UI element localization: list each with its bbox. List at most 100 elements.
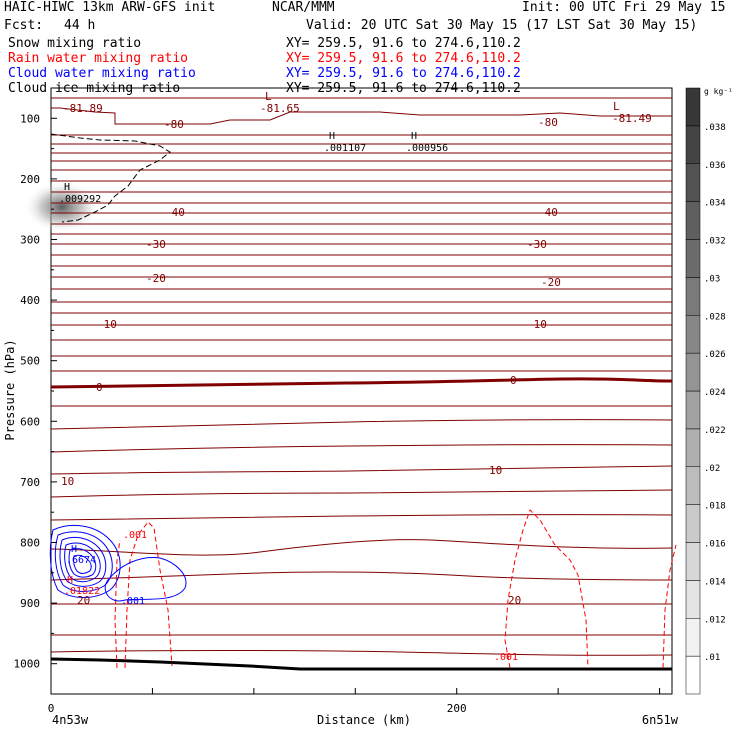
high-marker: H xyxy=(64,182,70,193)
colorbar-tick-label: .014 xyxy=(704,577,726,587)
colorbar-tick-label: .022 xyxy=(704,426,726,436)
cloud-water-contour-group xyxy=(49,524,187,602)
y-tick-label: 200 xyxy=(20,173,40,186)
colorbar-cell xyxy=(685,352,701,392)
high-marker-value: .01822 xyxy=(64,586,100,597)
y-tick-label: 700 xyxy=(20,476,40,489)
y-tick-label: 900 xyxy=(20,597,40,610)
field-xy: XY= 259.5, 91.6 to 274.6,110.2 xyxy=(286,36,521,51)
snow-contour xyxy=(50,133,171,223)
field-xy: XY= 259.5, 91.6 to 274.6,110.2 xyxy=(286,66,521,81)
temp-label: 0 xyxy=(96,381,103,394)
temp-label: -81.89 xyxy=(63,102,103,115)
isotherm-labels: -81.89 -81.65 -81.49 -80 -80 -40 -40 -30… xyxy=(61,102,652,607)
temp-label: -40 xyxy=(165,206,185,219)
model-title: HAIC-HIWC 13km ARW-GFS init xyxy=(4,0,216,15)
colorbar-cell xyxy=(685,655,701,695)
forecast-label: Fcst: xyxy=(4,18,44,33)
forecast-hour: 44 h xyxy=(64,18,96,33)
isotherm-group xyxy=(50,97,673,656)
colorbar-cell xyxy=(685,163,701,202)
temp-label: -81.49 xyxy=(612,112,652,125)
pressure-axis: 100 200 300 400 500 600 700 800 900 1000 xyxy=(14,112,57,671)
y-tick-label: 800 xyxy=(20,537,40,550)
colorbar-cell xyxy=(685,504,701,543)
high-marker-value: .009292 xyxy=(59,194,101,205)
y-axis-label: Pressure (hPa) xyxy=(3,339,17,440)
temp-label: -10 xyxy=(97,318,117,331)
colorbar-cell xyxy=(685,466,701,505)
colorbar-cell xyxy=(685,277,701,316)
temp-label: -30 xyxy=(527,238,547,251)
temp-label: -20 xyxy=(146,272,166,285)
colorbar-cell xyxy=(685,125,701,164)
contour-label: .001 xyxy=(121,596,145,607)
high-marker-value: .6674 xyxy=(66,555,96,566)
colorbar-tick-label: .038 xyxy=(704,123,726,133)
y-tick-label: 600 xyxy=(20,415,40,428)
field-name: Snow mixing ratio xyxy=(8,36,142,51)
colorbar-cell xyxy=(685,390,701,430)
temp-label: -80 xyxy=(164,118,184,131)
contour-label: .001 xyxy=(494,652,518,663)
distance-axis: 0 200 xyxy=(48,688,661,715)
colorbar: .01 .012 .014 .016 .018 .02 .022 .024 .026 .028 .0… xyxy=(685,87,726,695)
temp-label: -81.65 xyxy=(260,102,300,115)
field-name: Cloud water mixing ratio xyxy=(8,66,196,81)
org-label: NCAR/MMM xyxy=(272,0,335,15)
high-markers: H .001107 H .000956 H .009292 xyxy=(59,131,448,205)
high-marker: H xyxy=(411,131,417,142)
y-tick-label: 300 xyxy=(20,234,40,247)
colorbar-unit: g kg⁻¹ xyxy=(704,87,733,96)
temp-label: -20 xyxy=(541,276,561,289)
high-marker-value: .001107 xyxy=(324,143,366,154)
colorbar-cell xyxy=(685,315,701,354)
field-xy: XY= 259.5, 91.6 to 274.6,110.2 xyxy=(286,51,521,66)
temp-label: -80 xyxy=(538,116,558,129)
x-tick-label: 200 xyxy=(447,702,467,715)
temp-label: 20 xyxy=(508,594,521,607)
colorbar-tick-label: .016 xyxy=(704,540,726,550)
colorbar-tick-label: .012 xyxy=(704,615,726,625)
colorbar-tick-label: .024 xyxy=(704,388,726,398)
colorbar-cell xyxy=(685,87,701,127)
low-markers: L L xyxy=(265,90,620,113)
field-name: Rain water mixing ratio xyxy=(8,51,189,66)
colorbar-cell xyxy=(685,201,701,240)
colorbar-cell xyxy=(685,618,701,657)
contour-label: .001 xyxy=(123,530,147,541)
left-endpoint-label: 4n53w xyxy=(52,713,89,727)
temp-label: -30 xyxy=(146,238,166,251)
colorbar-cell xyxy=(685,580,701,619)
low-marker: L xyxy=(265,90,272,103)
y-tick-label: 500 xyxy=(20,355,40,368)
colorbar-tick-label: .032 xyxy=(704,237,726,247)
freezing-level-line xyxy=(50,377,673,389)
colorbar-cell xyxy=(685,239,701,278)
y-tick-label: 100 xyxy=(20,112,40,125)
valid-time: Valid: 20 UTC Sat 30 May 15 (17 LST Sat … xyxy=(306,18,698,33)
cloud-water-markers: H .6674 .001 xyxy=(66,544,145,607)
colorbar-tick-label: .028 xyxy=(704,312,726,322)
high-marker: H xyxy=(329,131,335,142)
temp-label: 10 xyxy=(61,475,74,488)
colorbar-tick-label: .018 xyxy=(704,502,726,512)
colorbar-tick-label: .034 xyxy=(704,199,726,209)
temp-label: 10 xyxy=(489,464,502,477)
temp-label: 20 xyxy=(77,594,90,607)
y-tick-label: 1000 xyxy=(14,658,41,671)
right-endpoint-label: 6n51w xyxy=(642,713,679,727)
terrain-line xyxy=(50,657,672,671)
colorbar-cell xyxy=(685,542,701,581)
rain-markers: H .01822 .001 .001 xyxy=(64,530,518,663)
init-time: Init: 00 UTC Fri 29 May 15 xyxy=(522,0,726,15)
high-marker: H xyxy=(71,544,77,555)
colorbar-tick-label: .036 xyxy=(704,161,726,171)
colorbar-tick-label: .01 xyxy=(704,653,720,663)
rain-contour-group xyxy=(114,509,677,669)
high-marker: H xyxy=(67,575,73,586)
colorbar-cell xyxy=(685,428,701,467)
temp-label: -10 xyxy=(527,318,547,331)
